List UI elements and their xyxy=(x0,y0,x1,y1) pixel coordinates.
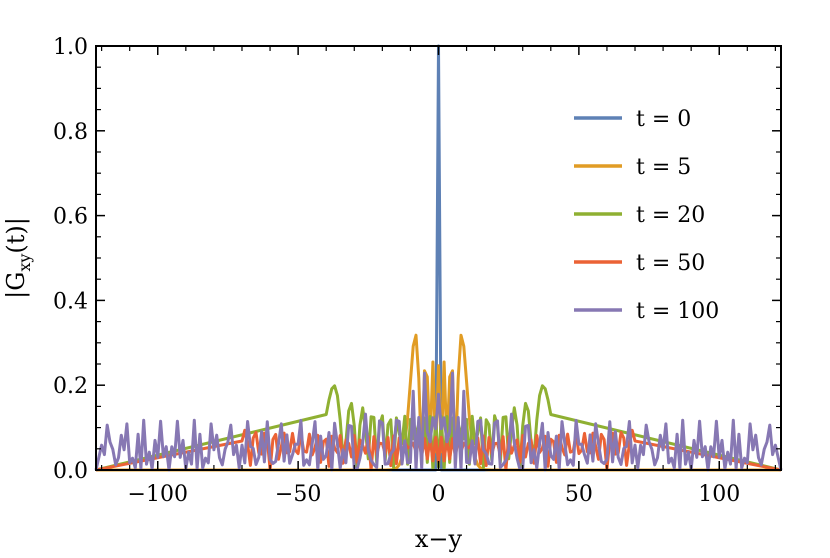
x-tick-label: −100 xyxy=(128,482,188,507)
series-line-t100 xyxy=(94,371,783,472)
legend-label: t = 20 xyxy=(636,203,705,228)
legend-label: t = 5 xyxy=(636,155,691,180)
legend-label: t = 100 xyxy=(636,299,719,324)
y-tick-label: 0.2 xyxy=(53,374,88,399)
legend-entry-t100: t = 100 xyxy=(574,299,719,324)
x-tick-label: −50 xyxy=(275,482,321,507)
y-tick-label: 0.4 xyxy=(53,289,88,314)
x-tick-label: 100 xyxy=(698,482,740,507)
y-tick-label: 0.8 xyxy=(53,120,88,145)
y-tick-label: 1.0 xyxy=(53,35,88,60)
y-tick-label: 0.0 xyxy=(53,459,88,484)
y-tick-label: 0.6 xyxy=(53,205,88,230)
x-tick-label: 0 xyxy=(432,482,446,507)
legend: t = 0 t = 5 t = 20 t = 50 t = 100 xyxy=(574,107,719,324)
y-axis-label: |Gxy(t)| xyxy=(2,217,34,299)
legend-entry-t20: t = 20 xyxy=(574,203,705,228)
legend-entry-t50: t = 50 xyxy=(574,251,705,276)
ticks-layer: −100 −50 0 50 100 0.0 0.2 0.4 0.6 0.8 1.0 xyxy=(53,35,781,507)
legend-entry-t5: t = 5 xyxy=(574,155,691,180)
x-tick-label: 50 xyxy=(565,482,593,507)
legend-label: t = 0 xyxy=(636,107,691,132)
legend-entry-t0: t = 0 xyxy=(574,107,691,132)
x-axis-label: x−y xyxy=(415,525,463,553)
legend-label: t = 50 xyxy=(636,251,705,276)
